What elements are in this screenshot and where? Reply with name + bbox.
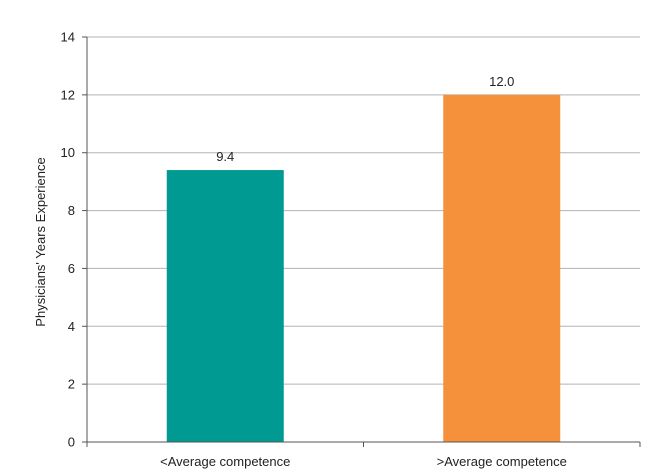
y-tick-label: 4 [68, 319, 75, 334]
x-category-label: >Average competence [437, 454, 567, 469]
data-label: 9.4 [216, 149, 234, 164]
bar [166, 170, 284, 443]
labels: 0 2 4 6 8 10 12 14 9.4 <Average competence 12.0 >Av… [61, 30, 567, 470]
y-tick-label: 14 [61, 30, 75, 45]
x-category-label: <Average competence [160, 454, 290, 469]
bars [166, 94, 561, 443]
y-tick-label: 6 [68, 261, 75, 276]
y-tick-label: 12 [61, 87, 75, 102]
y-tick-label: 2 [68, 377, 75, 392]
y-tick-label: 0 [68, 435, 75, 450]
y-tick-label: 8 [68, 203, 75, 218]
axes [82, 36, 641, 447]
y-tick-label: 10 [61, 145, 75, 160]
y-axis-title: Physicians' Years Experience [33, 157, 48, 326]
data-label: 12.0 [489, 74, 514, 89]
bar [443, 94, 561, 442]
